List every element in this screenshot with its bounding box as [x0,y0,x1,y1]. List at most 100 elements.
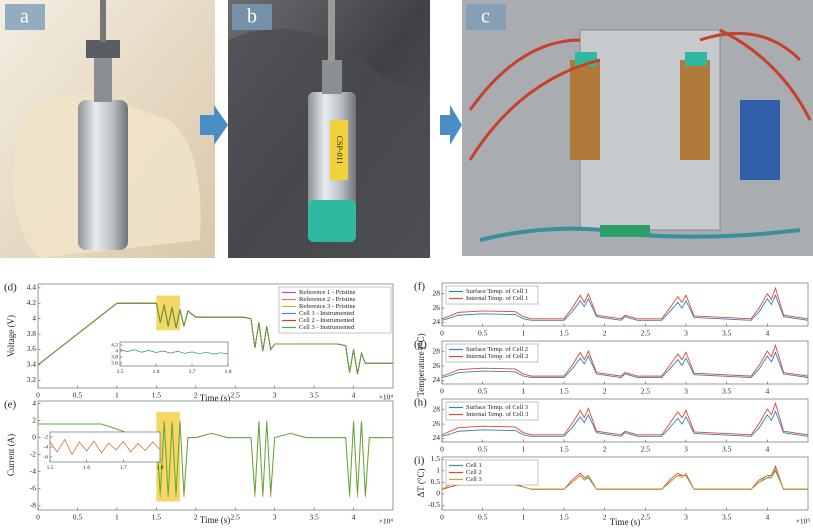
x-multiplier: ×10⁵ [796,517,811,526]
y-tick-label: 0 [436,489,440,498]
panel-label: (f) [414,281,425,293]
y-tick-label: -6 [43,454,48,460]
x-multiplier: ×10⁴ [379,393,394,402]
x-tick-label: 1.5 [117,369,124,375]
y-tick-label: 28 [433,288,441,297]
x-tick-label: 3 [273,390,277,399]
x-tick-label: 1.5 [559,328,569,337]
x-tick-label: 2.5 [641,386,651,395]
x-axis-label: Time (s) [200,393,230,403]
x-tick-label: 0 [440,386,444,395]
legend-box [278,286,392,334]
y-tick-label: 4.2 [27,298,37,307]
y-tick-label: 3.4 [27,360,37,369]
data-line [441,286,809,320]
y-tick-label: 4 [32,398,36,407]
x-tick-label: 4 [765,328,769,337]
x-tick-label: 2 [603,386,607,395]
x-axis-label: Time (s) [610,517,640,527]
data-line [49,438,161,456]
x-tick-label: 0 [440,328,444,337]
y-tick-label: 0.5 [431,477,441,486]
y-tick-label: -6 [30,483,36,492]
y-tick-label: 1.5 [431,454,441,463]
legend-box [445,343,539,363]
x-tick-label: 0.5 [478,444,488,453]
x-tick-label: 2.5 [231,390,241,399]
x-tick-label: 1 [115,512,119,521]
legend-box [445,285,539,305]
legend-label: Internal Temp. of Cell 3 [466,411,528,418]
x-tick-label: 2.5 [641,444,651,453]
x-tick-label: 1.7 [189,369,196,375]
y-tick-label: 24 [433,433,441,442]
y-tick-label: 0 [32,432,36,441]
y-tick-label: 26 [433,361,441,370]
x-tick-label: 1 [115,390,119,399]
x-tick-label: 2 [603,328,607,337]
highlight-region [156,295,180,331]
data-line [441,293,809,321]
x-tick-label: 3.5 [722,444,732,453]
x-tick-label: 2 [194,390,198,399]
highlight-region [156,412,180,502]
legend-label: Surface Temp. of Cell 1 [466,288,528,295]
y-tick-label: 4 [115,348,118,354]
x-tick-label: 0 [36,390,40,399]
x-tick-label: 1.5 [152,390,162,399]
legend-label: Reference 2 - Pristine [299,296,356,303]
x-tick-label: 3.5 [722,386,732,395]
x-tick-label: 0 [440,512,444,521]
x-tick-label: 1.5 [559,386,569,395]
y-tick-label: 24 [433,375,441,384]
x-tick-label: 0.5 [478,386,488,395]
label-box [5,4,45,30]
photo-label: a [20,6,29,28]
x-tick-label: 0 [440,444,444,453]
y-tick-label: -0.5 [428,500,440,509]
legend-label: Cell 3 - Instrumented [299,324,355,331]
y-tick-label: -4 [43,444,48,450]
data-line [119,349,229,355]
x-tick-label: 1 [521,386,525,395]
photo-label: b [247,6,257,28]
plot-area [119,341,229,367]
legend-label: Cell 1 [466,462,482,469]
plot-area [49,431,161,463]
y-tick-label: 3.2 [27,375,37,384]
x-tick-label: 1.8 [157,465,164,471]
x-tick-label: 1.7 [120,465,127,471]
x-tick-label: 1.5 [559,444,569,453]
y-tick-label: -4 [30,466,36,475]
y-axis-label: Current (A) [6,434,16,476]
x-tick-label: 1 [521,328,525,337]
photo-label: c [481,6,490,28]
x-tick-label: 2.5 [231,512,241,521]
arrow [200,105,228,145]
x-tick-label: 1.8 [225,369,232,375]
x-tick-label: 4 [352,512,356,521]
x-tick-label: 3.5 [309,512,319,521]
panel-label: (d) [4,282,17,294]
data-line [441,343,809,377]
x-tick-label: 2.5 [641,328,651,337]
y-tick-label: 28 [433,346,441,355]
x-tick-label: 2 [603,444,607,453]
y-tick-label: 1 [436,466,440,475]
panel-label: (g) [414,339,427,351]
legend-label: Cell 3 [466,476,482,483]
x-tick-label: 2 [194,512,198,521]
y-tick-label: -2 [43,434,48,440]
legend-label: Reference 3 - Pristine [299,303,356,310]
x-tick-label: 3 [684,328,688,337]
y-tick-label: 2 [32,415,36,424]
x-tick-label: 3.5 [309,390,319,399]
photo-c [462,0,813,256]
x-tick-label: 3 [273,512,277,521]
x-tick-label: 0.5 [73,390,83,399]
legend-label: Reference 1 - Pristine [299,289,356,296]
y-tick-label: 3.6 [111,360,118,366]
x-tick-label: 0.5 [478,328,488,337]
y-tick-label: 4 [32,313,36,322]
